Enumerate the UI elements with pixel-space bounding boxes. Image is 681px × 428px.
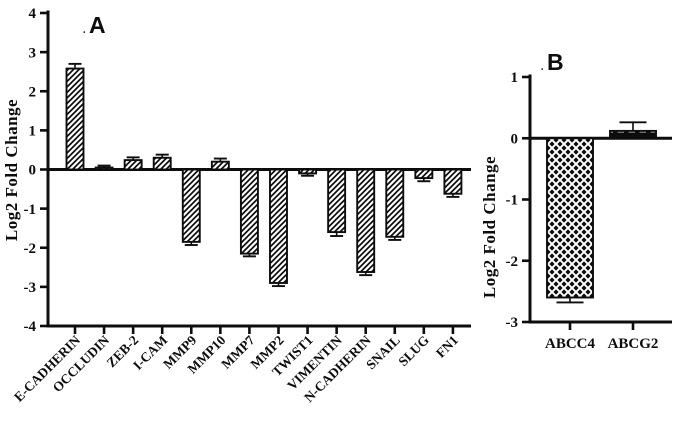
panel-a-letter: A [89, 12, 106, 38]
bar-mmp10 [210, 160, 230, 171]
bar-zeb-2 [123, 159, 143, 171]
y-tick-label: 1 [29, 124, 37, 140]
bar-abcc4 [546, 137, 594, 299]
bar-slug [414, 168, 434, 180]
panel-a-chart: 43210-1-2-3-4E-CADHERINOCCLUDINZEB-2I-CA… [11, 6, 471, 405]
y-tick-label: -3 [24, 280, 37, 296]
y-tick-label: 0 [29, 163, 37, 179]
bar-vimentin [327, 168, 347, 234]
y-tick-label: 4 [29, 6, 37, 22]
bar-mmp9 [181, 168, 201, 243]
y-tick-label: -2 [506, 254, 519, 270]
bar-i-cam [152, 156, 172, 171]
x-category-label-abcc4: ABCC4 [545, 336, 596, 352]
x-category-label-slug: SLUG [395, 332, 432, 369]
y-tick-label: 0 [511, 131, 519, 147]
y-tick-label: 3 [29, 45, 37, 61]
bar-occludin [94, 166, 114, 171]
y-tick-label: -1 [24, 202, 37, 218]
x-category-label-abcg2: ABCG2 [608, 336, 659, 352]
y-tick-label: 1 [511, 70, 519, 86]
y-tick-label: -4 [24, 319, 37, 335]
y-tick-label: -3 [506, 315, 519, 331]
bar-mmp2 [269, 168, 288, 284]
bar-snail [385, 168, 405, 238]
y-tick-label: 2 [29, 84, 37, 100]
y-tick-label: -1 [506, 193, 519, 209]
panel-a-dot-mark: . [83, 25, 86, 36]
panel-b-chart: 1 0 -1 -2 -3 ABCC4 ABCG2 [506, 70, 672, 352]
y-tick-label: -2 [24, 241, 37, 257]
panel-a-y-axis-label: Log2 Fold Change [2, 99, 21, 241]
bar-abcg2 [609, 129, 657, 140]
bar-twist1 [298, 168, 318, 175]
x-category-label-fn1: FN1 [433, 332, 461, 360]
panel-b-letter: B [547, 49, 564, 75]
bar-e-cadherin [65, 67, 85, 171]
panel-b-dot-mark: . [541, 62, 544, 73]
bar-fn1 [443, 168, 463, 195]
bar-mmp7 [239, 168, 259, 255]
bar-n-cadherin [356, 168, 376, 273]
panel-b-y-axis-label: Log2 Fold Change [480, 156, 499, 298]
